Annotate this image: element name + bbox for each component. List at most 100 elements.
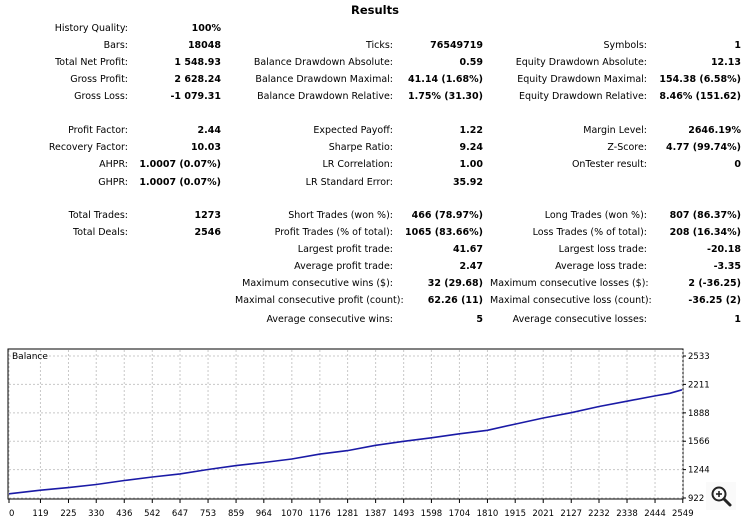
x-tick-label: 2021 <box>532 509 554 519</box>
col3-value: 8.46% (151.62) <box>659 91 741 102</box>
col3-value: 0 <box>734 159 741 170</box>
col3-label: Maximum consecutive losses ($): <box>490 278 649 289</box>
col1-label: Total Net Profit: <box>55 57 128 68</box>
col1-value: 18048 <box>187 40 221 51</box>
col2-value: 466 (78.97%) <box>411 210 483 221</box>
col2-value: 1065 (83.66%) <box>405 227 483 238</box>
col1-value: 1.0007 (0.07%) <box>139 177 221 188</box>
col1-label: GHPR: <box>98 177 128 188</box>
zoom-button[interactable] <box>706 482 736 510</box>
col2-label: Maximum consecutive wins ($): <box>242 278 393 289</box>
x-tick-label: 1281 <box>337 509 359 519</box>
col2-label: LR Correlation: <box>322 159 394 170</box>
x-tick-label: 859 <box>228 509 244 519</box>
col3-value: -20.18 <box>707 244 741 255</box>
chart-series <box>8 389 683 495</box>
x-tick-label: 964 <box>256 509 272 519</box>
col1-label: Gross Profit: <box>70 74 128 85</box>
x-tick-label: 1176 <box>309 509 331 519</box>
col3-label: Z-Score: <box>607 142 647 153</box>
x-tick-label: 1704 <box>449 509 471 519</box>
col2-label: Profit Trades (% of total): <box>274 227 393 238</box>
col2-label: Balance Drawdown Absolute: <box>253 57 393 68</box>
balance-chart: Balance 922 1244 1566 1888 2211 2533 0 119 225 3… <box>7 348 710 519</box>
col2-label: Maximal consecutive profit (count): <box>235 295 404 306</box>
x-tick-label: 1915 <box>504 509 526 519</box>
col2-value: 62.26 (11) <box>427 295 483 306</box>
col3-value: 4.77 (99.74%) <box>666 142 741 153</box>
col3-value: 1 <box>734 40 741 51</box>
col2-label: Ticks: <box>365 40 393 51</box>
x-tick-label: 330 <box>88 509 104 519</box>
col3-label: Margin Level: <box>583 125 647 136</box>
col2-label: Average consecutive wins: <box>266 314 393 325</box>
y-tick-label: 1888 <box>688 409 710 419</box>
col3-label: Largest loss trade: <box>558 244 647 255</box>
col1-value: 2 628.24 <box>174 74 221 85</box>
col2-value: 1.75% (31.30) <box>408 91 483 102</box>
chart-y-ticks: 922 1244 1566 1888 2211 2533 <box>683 352 710 504</box>
col2-value: 41.14 (1.68%) <box>408 74 483 85</box>
x-tick-label: 753 <box>200 509 216 519</box>
col2-label: Balance Drawdown Relative: <box>257 91 393 102</box>
col3-label: Equity Drawdown Maximal: <box>517 74 647 85</box>
col2-label: Sharpe Ratio: <box>328 142 393 153</box>
x-tick-label: 225 <box>60 509 76 519</box>
col2-value: 0.59 <box>459 57 483 68</box>
col2-value: 2.47 <box>459 261 483 272</box>
page-title: Results <box>351 3 399 17</box>
x-tick-label: 436 <box>116 509 132 519</box>
col1-label: Profit Factor: <box>68 125 128 136</box>
col2-value: 5 <box>476 314 483 325</box>
x-tick-label: 1387 <box>365 509 387 519</box>
col2-value: 1.00 <box>459 159 483 170</box>
x-tick-label: 1810 <box>477 509 499 519</box>
x-tick-label: 1493 <box>393 509 415 519</box>
col2-value: 32 (29.68) <box>427 278 483 289</box>
col3-value: 2 (-36.25) <box>688 278 741 289</box>
col1-value: 1.0007 (0.07%) <box>139 159 221 170</box>
col1-label: AHPR: <box>99 159 128 170</box>
col1-label: Bars: <box>103 40 128 51</box>
col3-label: Symbols: <box>603 40 647 51</box>
chart-x-ticks: 0 119 225 330 436 542 647 753 859 964 1070 1176 1281… <box>8 499 694 519</box>
x-tick-label: 1598 <box>421 509 443 519</box>
col3-label: Maximal consecutive loss (count): <box>490 295 652 306</box>
chart-plot-area <box>7 348 684 500</box>
col3-value: 2646.19% <box>688 125 741 136</box>
col1-value: 2546 <box>194 227 221 238</box>
col1-label: Gross Loss: <box>74 91 128 102</box>
col2-label: Largest profit trade: <box>297 244 393 255</box>
col1-label: Total Deals: <box>73 227 128 238</box>
x-tick-label: 2549 <box>672 509 694 519</box>
col2-label: LR Standard Error: <box>305 177 393 188</box>
col3-value: -36.25 (2) <box>688 295 741 306</box>
x-tick-label: 647 <box>172 509 188 519</box>
x-tick-label: 2232 <box>588 509 610 519</box>
col3-label: Average consecutive losses: <box>512 314 647 325</box>
x-tick-label: 2338 <box>616 509 638 519</box>
col1-label: Total Trades: <box>68 210 128 221</box>
col3-value: -3.35 <box>713 261 741 272</box>
col2-value: 35.92 <box>452 177 483 188</box>
col1-value: 1273 <box>194 210 221 221</box>
col3-label: Average loss trade: <box>555 261 647 272</box>
col2-label: Short Trades (won %): <box>288 210 393 221</box>
y-tick-label: 1244 <box>688 466 710 476</box>
col1-value: -1 079.31 <box>170 91 221 102</box>
col2-value: 9.24 <box>459 142 483 153</box>
magnifier-icon <box>711 486 732 507</box>
x-tick-label: 119 <box>32 509 48 519</box>
col3-label: OnTester result: <box>571 159 647 170</box>
col3-value: 1 <box>734 314 741 325</box>
x-tick-label: 542 <box>144 509 160 519</box>
col3-label: Equity Drawdown Absolute: <box>515 57 647 68</box>
x-tick-label: 0 <box>9 509 14 519</box>
y-tick-label: 2211 <box>688 380 710 390</box>
col1-value: 10.03 <box>190 142 221 153</box>
chart-title: Balance <box>12 352 48 362</box>
col2-value: 41.67 <box>452 244 483 255</box>
col1-label: History Quality: <box>54 23 128 34</box>
x-tick-label: 2127 <box>560 509 582 519</box>
col3-value: 12.13 <box>710 57 741 68</box>
